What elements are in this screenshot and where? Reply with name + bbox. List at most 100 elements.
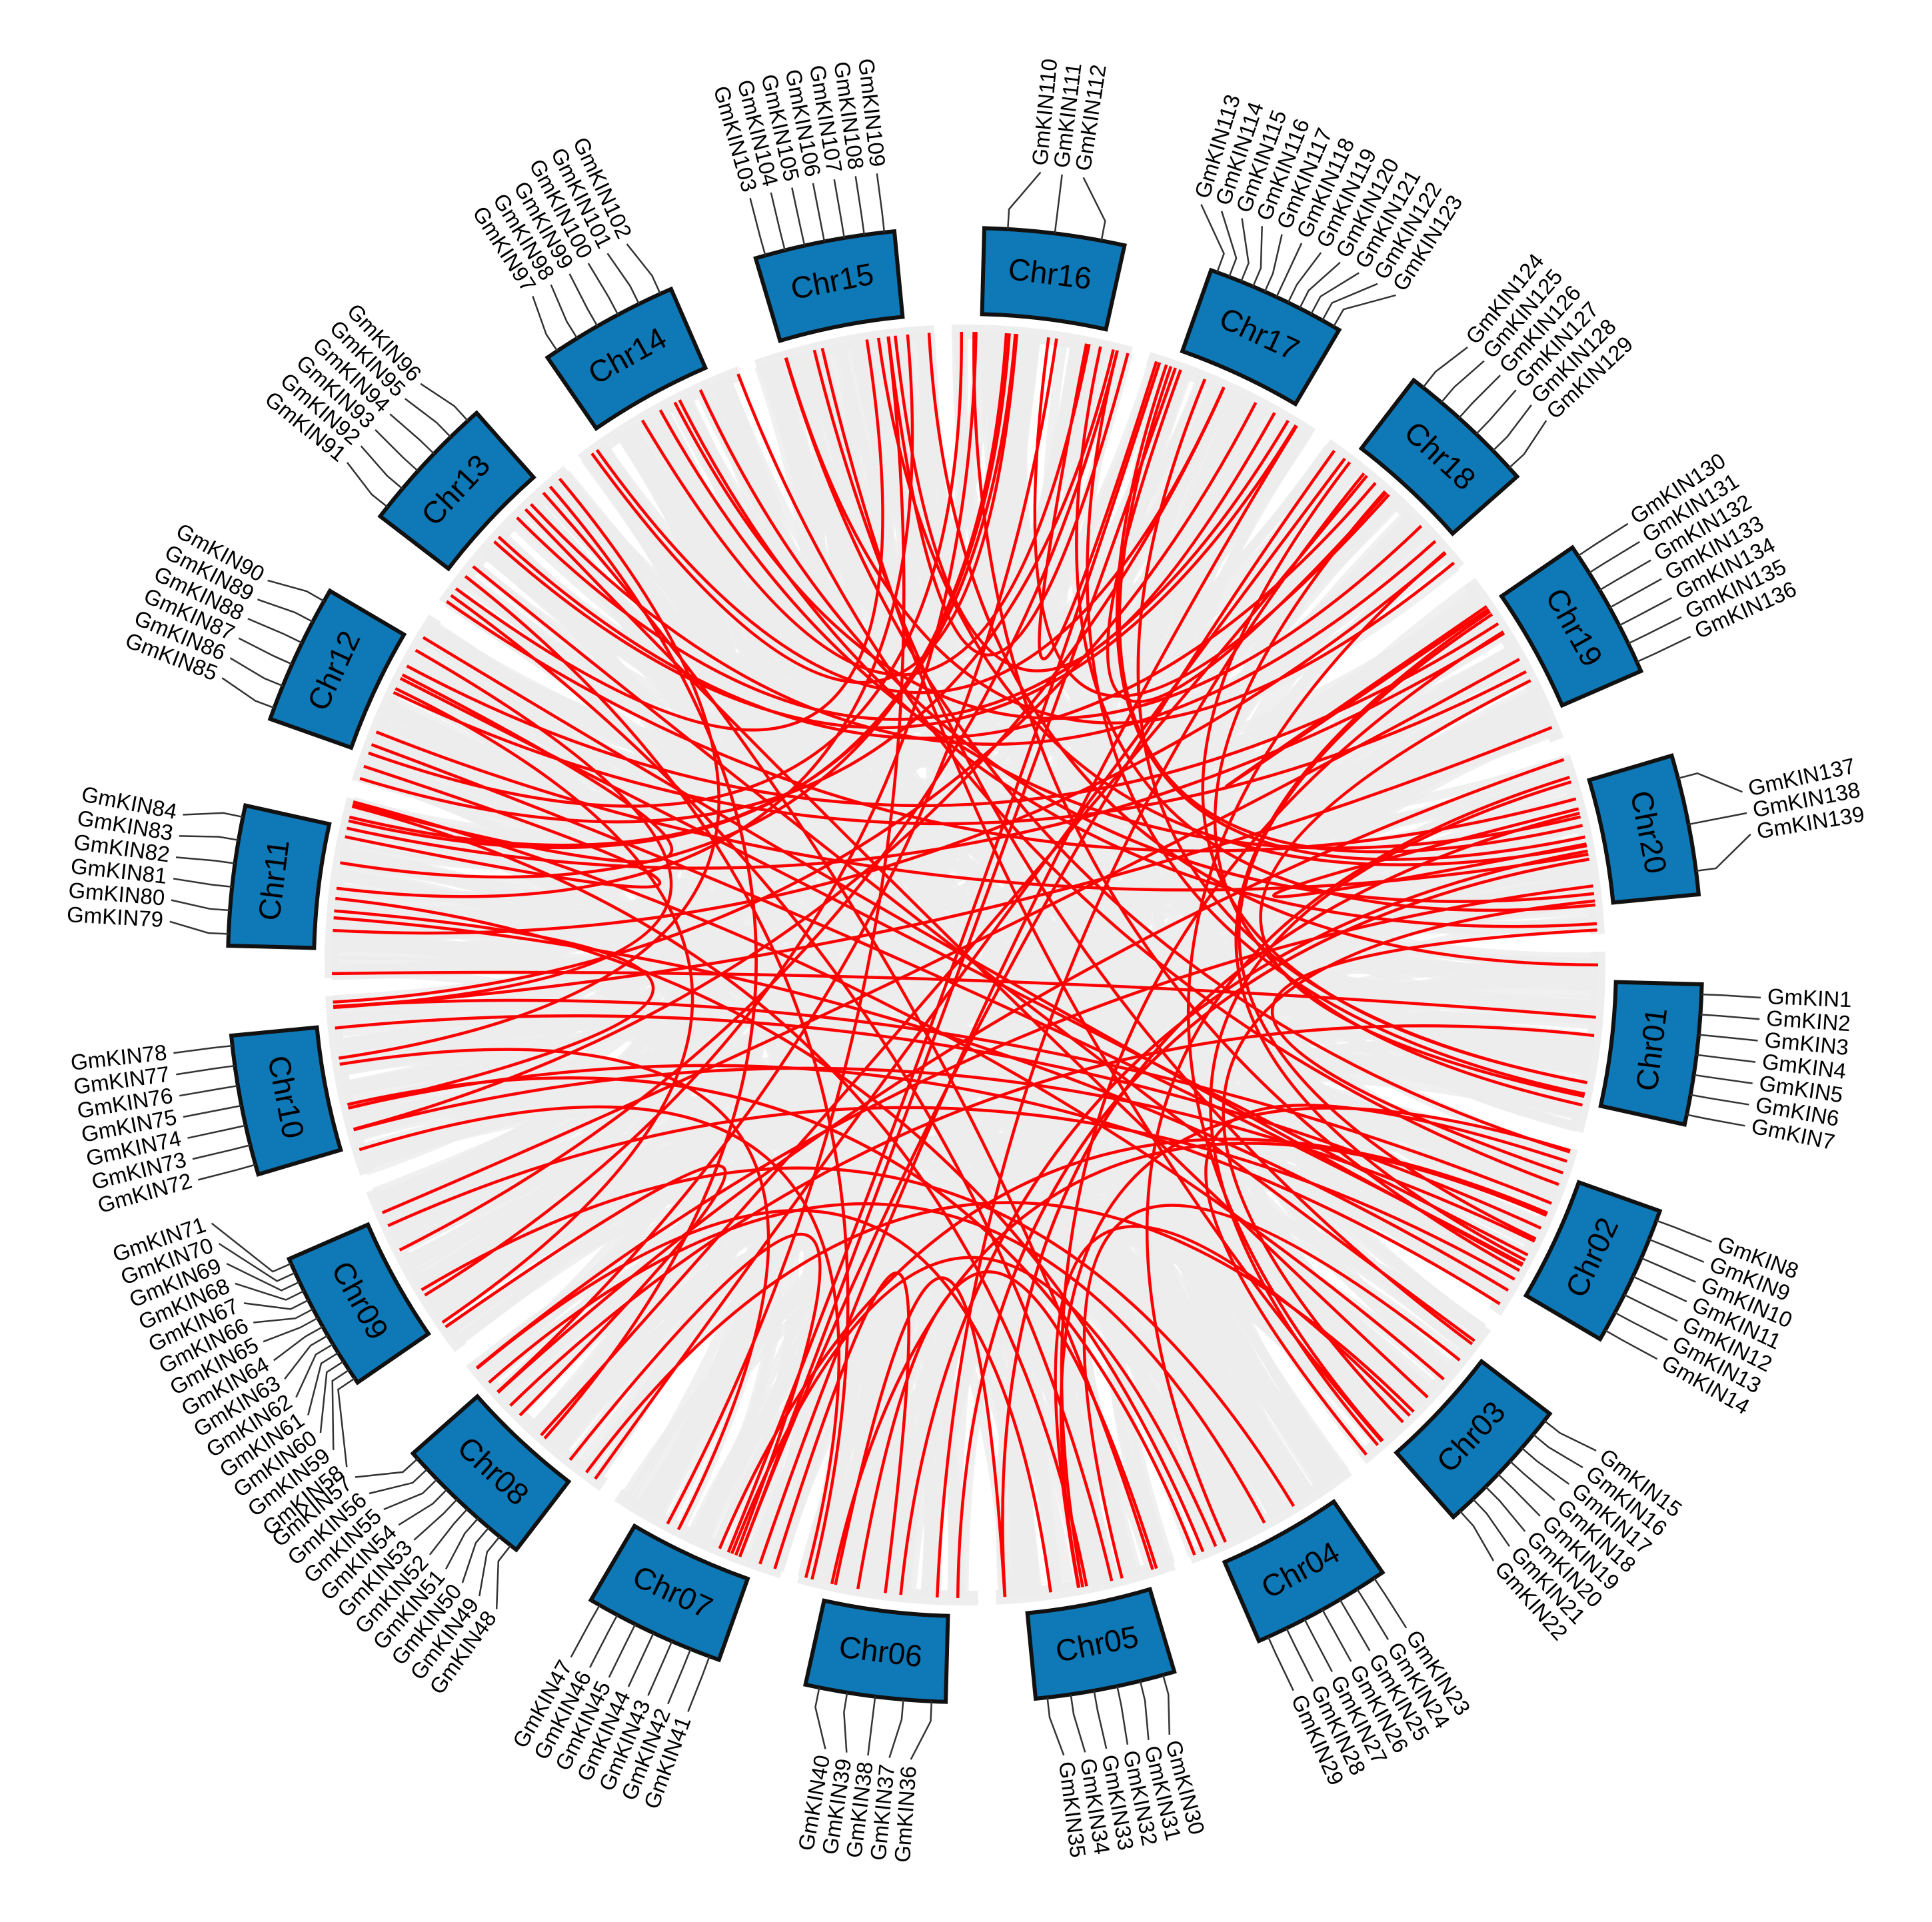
synteny-ribbon xyxy=(638,418,1280,1519)
duplication-link xyxy=(972,332,1521,1272)
duplication-link xyxy=(333,552,1447,935)
gene-connector xyxy=(1485,1486,1526,1532)
chromosome-box xyxy=(229,1025,343,1177)
gene-connector xyxy=(589,1614,618,1668)
chromosome-box xyxy=(803,1598,950,1704)
duplication-link xyxy=(345,764,662,889)
chromosome-box xyxy=(1587,753,1701,905)
gene-connector xyxy=(1070,1694,1086,1753)
gene-connector xyxy=(608,1623,636,1678)
gene-connector xyxy=(1220,211,1238,277)
gene-connector xyxy=(1356,1588,1390,1640)
chromosomes: Chr01Chr02Chr03Chr04Chr05Chr06Chr07Chr08… xyxy=(226,226,1704,1704)
duplication-link xyxy=(585,1201,1415,1473)
synteny-ribbon xyxy=(352,796,916,1596)
gene-connector xyxy=(749,197,766,256)
gene-connector xyxy=(667,1649,692,1705)
gene-connector xyxy=(1200,204,1225,273)
gene-connector xyxy=(1599,559,1651,591)
gene-connector xyxy=(495,1545,512,1609)
gene-connector xyxy=(1322,283,1378,321)
gene-connector xyxy=(1440,360,1485,403)
gene-connector xyxy=(1509,1460,1555,1501)
gene-connector xyxy=(1252,226,1263,287)
gene-connector xyxy=(1686,1114,1745,1127)
duplication-link xyxy=(353,387,1226,1131)
gene-connector xyxy=(173,878,233,888)
duplication-link xyxy=(1136,378,1587,1084)
gene-connector xyxy=(173,1044,233,1054)
chromosome-box xyxy=(753,229,905,343)
duplication-link xyxy=(1234,610,1526,1262)
duplication-link xyxy=(1033,337,1390,698)
duplication-link xyxy=(935,472,1366,1598)
synteny-ribbon xyxy=(710,381,1062,1592)
gene-connector xyxy=(606,253,640,305)
duplication-link xyxy=(1187,550,1446,1442)
gene-connector xyxy=(1521,1447,1570,1485)
gene-connector xyxy=(1619,597,1673,626)
gene-connector xyxy=(1698,1034,1758,1042)
gene-connector xyxy=(1688,812,1747,826)
chromosome-box xyxy=(588,1523,750,1663)
gene-connector xyxy=(307,1352,339,1416)
synteny-ribbon xyxy=(918,333,1309,680)
duplication-link xyxy=(658,409,1581,850)
duplication-link xyxy=(395,687,694,1324)
gene-connector xyxy=(331,1369,350,1450)
gene-connector xyxy=(1655,1220,1712,1243)
gene-connector xyxy=(1267,1636,1294,1691)
gene-connector xyxy=(876,173,886,233)
chromosome-box xyxy=(267,588,407,750)
gene-connector xyxy=(247,618,303,644)
gene-connector xyxy=(1508,420,1547,469)
duplication-link xyxy=(540,475,1368,1437)
duplication-link xyxy=(1086,350,1585,1096)
gene-connector xyxy=(1543,1420,1597,1451)
gene-connector xyxy=(1162,1675,1171,1735)
duplication-link xyxy=(516,419,1290,721)
duplication-link xyxy=(876,337,1587,866)
duplication-link xyxy=(568,1232,822,1556)
duplication-link xyxy=(738,367,1177,1557)
duplication-link xyxy=(1222,899,1595,1424)
gene-connector xyxy=(1636,636,1691,663)
duplication-link xyxy=(899,849,1588,1595)
gene-connector xyxy=(211,1222,292,1273)
duplication-link xyxy=(496,338,1058,1394)
chromosome-box xyxy=(1222,1498,1386,1644)
chromosome-box xyxy=(544,286,708,432)
gene-connector xyxy=(1532,1434,1583,1469)
gene-connector xyxy=(1604,1330,1658,1360)
gene-connector xyxy=(253,1308,314,1324)
duplication-link xyxy=(472,565,1475,1342)
duplication-link xyxy=(334,909,655,1110)
duplication-link xyxy=(820,347,1384,1443)
gene-connector xyxy=(814,1687,826,1749)
gene-connector xyxy=(854,176,866,235)
gene-connector xyxy=(1286,1627,1314,1682)
gene-connector xyxy=(183,1104,242,1118)
gene-connector xyxy=(267,579,325,602)
duplication-link xyxy=(812,349,1473,1346)
gene-connector xyxy=(1007,171,1042,229)
duplication-link xyxy=(475,884,1593,1370)
gene-connector xyxy=(171,899,231,912)
gene-connector xyxy=(1082,177,1106,241)
gene-connector xyxy=(1422,346,1468,389)
chromosome-box xyxy=(410,1394,572,1553)
gene-connector xyxy=(1332,294,1396,327)
gene-connector xyxy=(1492,405,1532,452)
gene-connector xyxy=(235,1282,305,1301)
chromosome-box xyxy=(1180,267,1342,407)
duplication-link xyxy=(1224,605,1489,788)
gene-connector xyxy=(413,1498,458,1541)
gene-connector xyxy=(1577,522,1629,557)
gene-connector xyxy=(1472,1498,1510,1547)
gene-connector xyxy=(647,1641,673,1696)
gene-connector xyxy=(627,1632,654,1687)
synteny-background xyxy=(325,325,1605,1605)
gene-connector xyxy=(568,273,598,327)
gene-connector xyxy=(1458,375,1501,419)
duplication-link xyxy=(333,648,673,1010)
